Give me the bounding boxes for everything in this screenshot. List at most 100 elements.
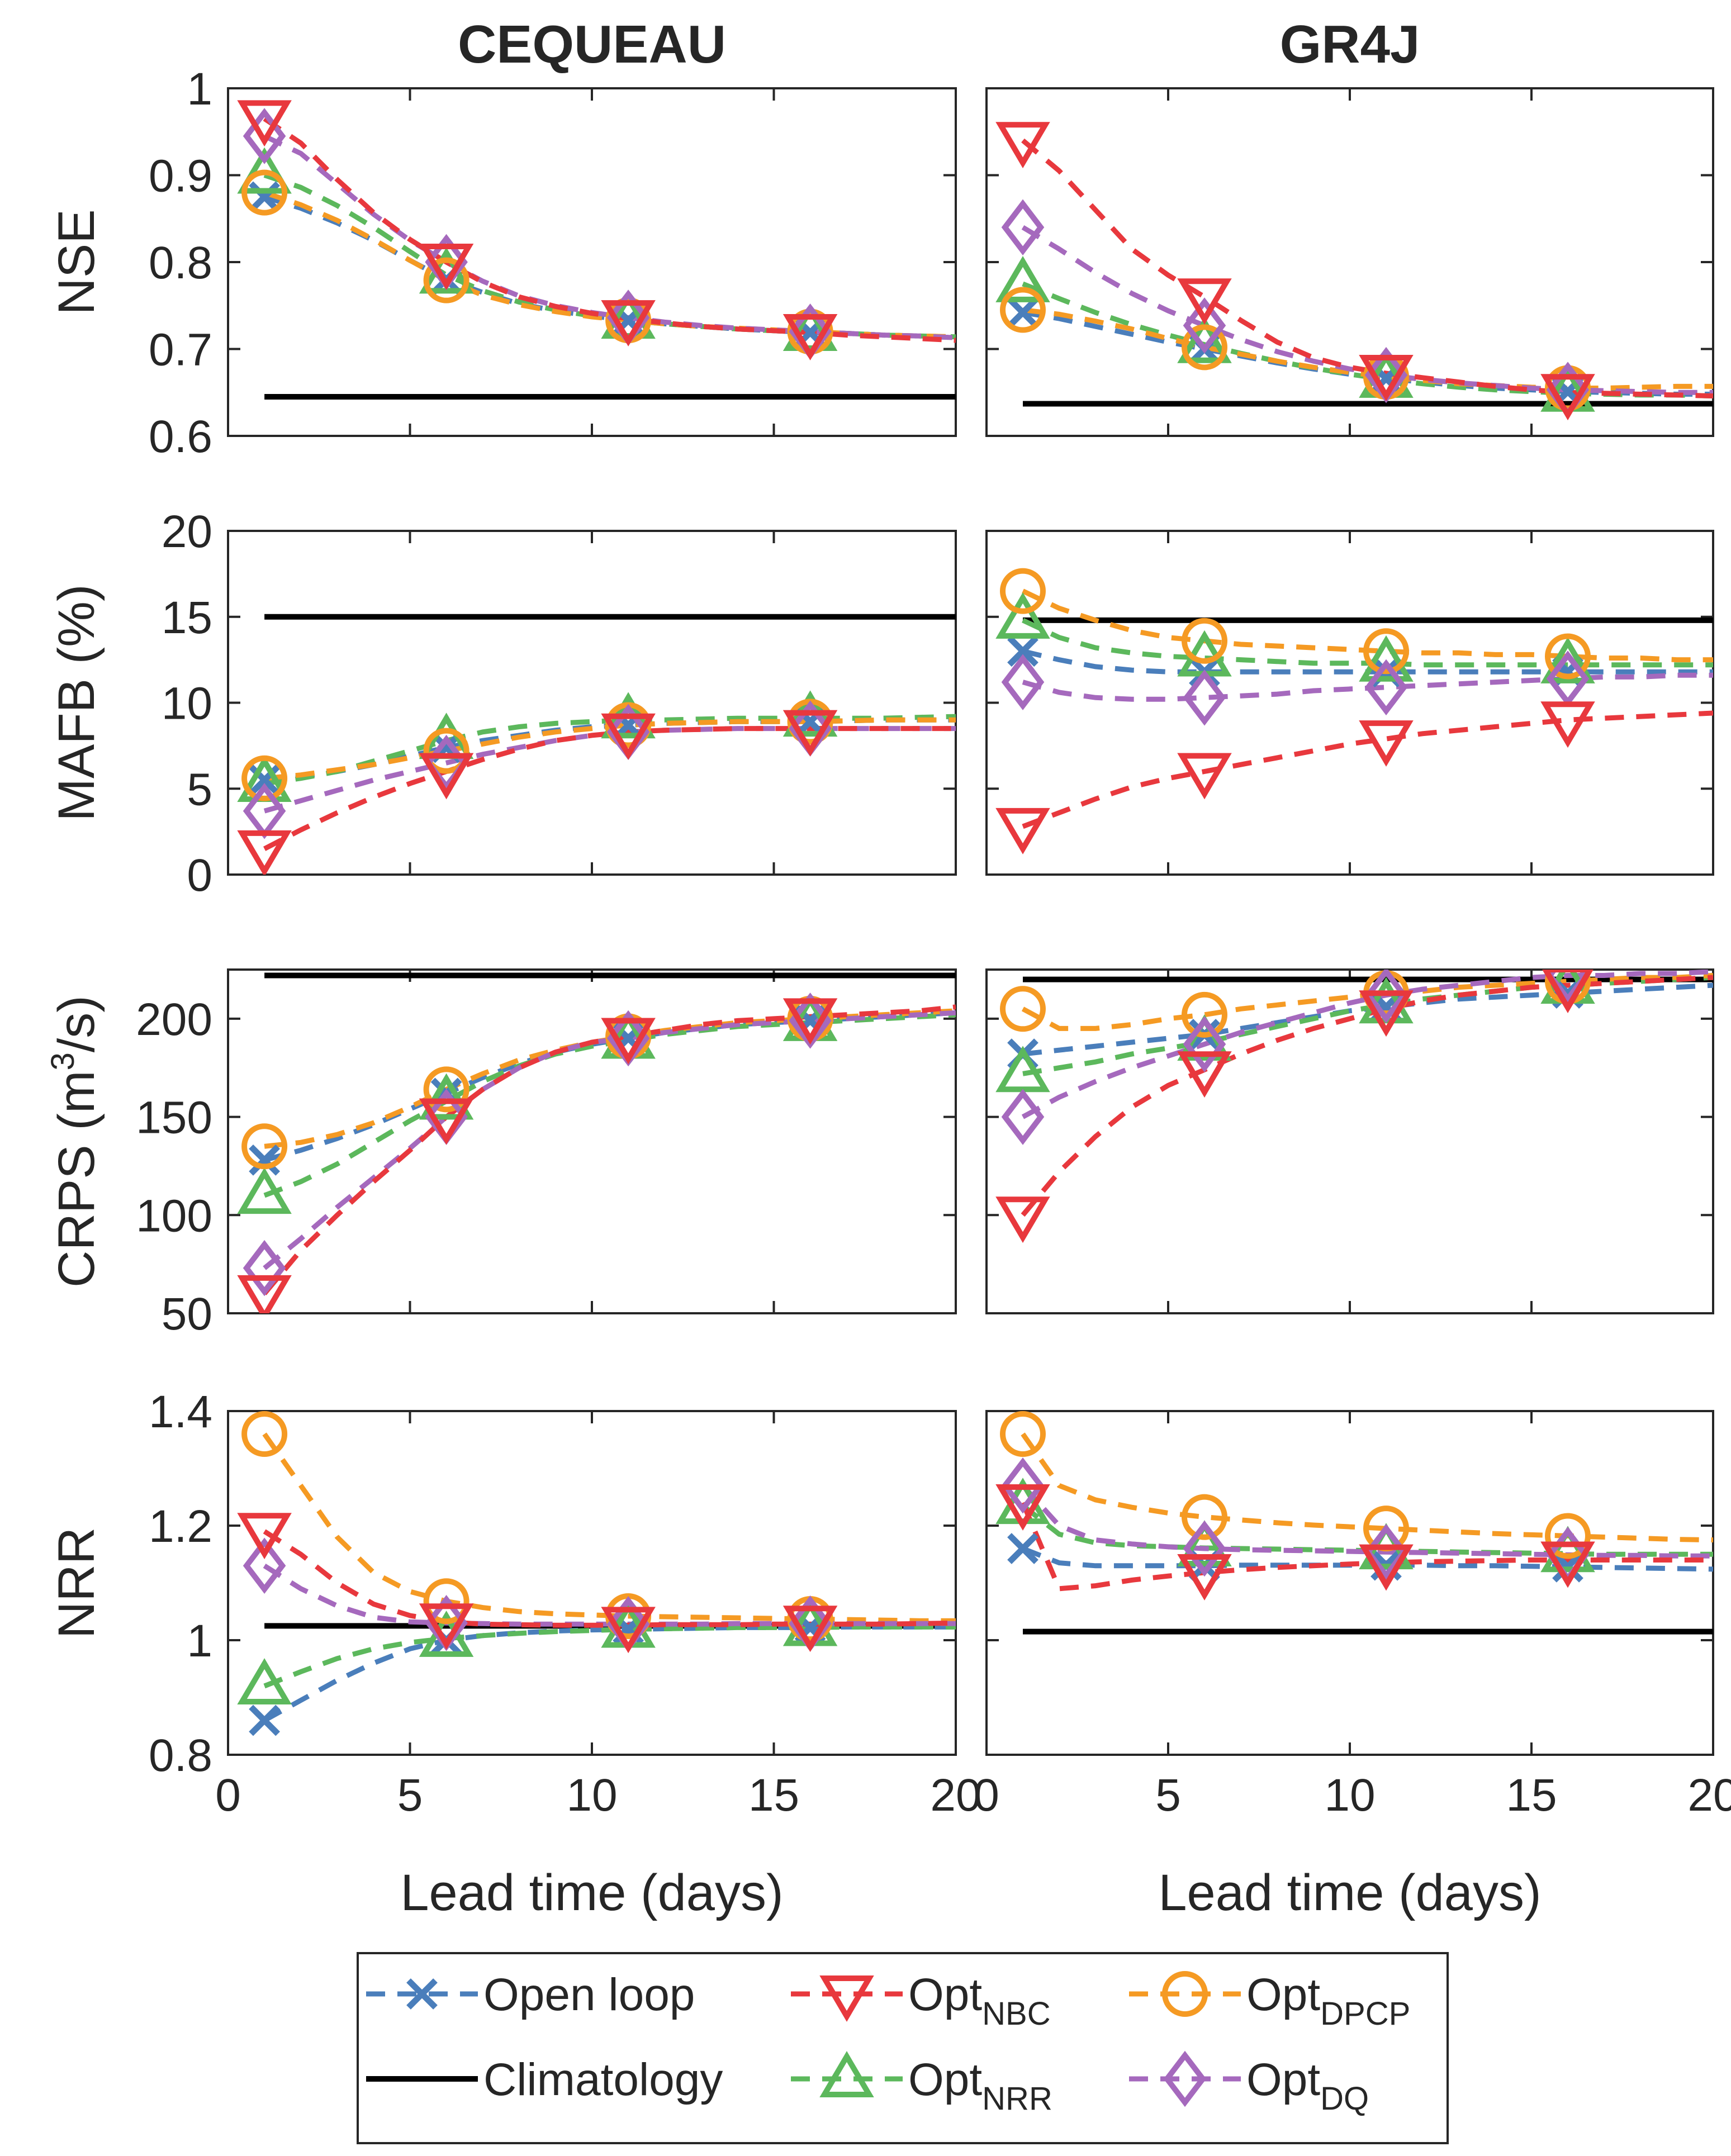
- x-tick-label: 15: [748, 1770, 799, 1821]
- legend-entry-climatology: Climatology: [366, 2054, 723, 2105]
- marker-opt_dq: [1364, 970, 1408, 1023]
- legend-label-main: Opt: [1246, 1969, 1320, 2020]
- y-axis-label-end: /s): [48, 995, 105, 1052]
- marker-opt_dpcp: [1000, 568, 1046, 614]
- legend-label: Climatology: [483, 2054, 723, 2105]
- y-tick-label: 5: [187, 764, 212, 815]
- marker-opt_nrr: [419, 1073, 474, 1120]
- column-title-gr4j: GR4J: [1280, 15, 1420, 74]
- marker-opt_dq: [1183, 1520, 1226, 1577]
- marker-opt_nbc: [1359, 1544, 1414, 1591]
- marker-opt_nbc: [237, 1513, 292, 1560]
- axes-frame: [985, 530, 1714, 876]
- x-axis-label: Lead time (days): [400, 1864, 783, 1921]
- marker-opt_nbc: [1540, 701, 1595, 748]
- legend-entry-opt_nbc: OptNBC: [791, 1969, 1051, 2032]
- y-axis-label-nse: NSE: [48, 209, 105, 315]
- panel-cequeau-nrr: 0 5 10 15 20 0.8 1 1.2 1.4: [149, 1386, 981, 1821]
- y-axis-label-main: CRPS (m: [48, 1071, 105, 1288]
- y-axis-label-crps: CRPS (m3/s): [45, 995, 105, 1288]
- x-tick-label: 0: [974, 1770, 999, 1821]
- marker-opt_dpcp: [423, 257, 469, 303]
- marker-opt_dq: [1001, 199, 1045, 256]
- y-axis-label-sup: 3: [45, 1052, 81, 1070]
- marker-opt_nrr: [237, 1658, 292, 1704]
- axes-frame: [227, 1410, 957, 1756]
- marker-opt_dpcp: [1182, 618, 1227, 664]
- marker-opt_dpcp: [1182, 991, 1227, 1038]
- marker-opt_nbc: [1177, 278, 1232, 325]
- marker-opt_nrr: [237, 1167, 292, 1214]
- x-tick-label: 20: [1687, 1770, 1731, 1821]
- marker-opt_nbc: [237, 830, 292, 875]
- marker-opt_nbc: [782, 1606, 838, 1652]
- legend-label: OptNBC: [908, 1969, 1051, 2032]
- marker-opt_dpcp: [423, 1066, 469, 1113]
- marker-opt_nbc: [782, 998, 838, 1045]
- column-title-cequeau: CEQUEAU: [458, 15, 726, 74]
- marker-open_loop: [1007, 1533, 1038, 1564]
- marker-opt_nrr: [1177, 1520, 1232, 1566]
- series-line-opt_dq: [1021, 970, 1713, 1119]
- y-tick-label: 150: [136, 1093, 212, 1143]
- series-line-opt_nbc: [262, 1004, 956, 1295]
- marker-opt_nbc: [1177, 753, 1232, 800]
- legend-marker-opt_dpcp: [1162, 1971, 1208, 2017]
- y-tick-label: 1.2: [149, 1501, 212, 1552]
- x-tick-label: 10: [1324, 1770, 1375, 1821]
- marker-opt_nbc: [995, 1484, 1050, 1531]
- panel-cequeau-crps: 50 100 150 200: [136, 968, 957, 1340]
- marker-opt_dpcp: [241, 1411, 288, 1457]
- marker-opt_dq: [243, 1240, 286, 1297]
- marker-opt_dpcp: [241, 1123, 288, 1170]
- marker-opt_nbc: [1177, 1554, 1232, 1601]
- marker-opt_nbc: [1540, 374, 1595, 421]
- panel-cequeau-mafb: 0 5 10 15 20: [162, 506, 957, 901]
- legend-marker-opt_nrr: [819, 2051, 874, 2097]
- marker-opt_nbc: [782, 710, 838, 757]
- marker-opt_nbc: [601, 1607, 656, 1654]
- plot-area: [237, 614, 956, 875]
- legend-label: OptNRR: [908, 2054, 1052, 2117]
- y-tick-label: 100: [136, 1190, 212, 1241]
- legend-marker-opt_nbc: [819, 1975, 874, 2022]
- legend-entry-open_loop: Open loop: [366, 1969, 695, 2020]
- marker-opt_dq: [1364, 1523, 1408, 1580]
- marker-opt_dpcp: [1545, 633, 1591, 680]
- plot-area: [237, 972, 956, 1313]
- marker-opt_nbc: [995, 808, 1050, 854]
- marker-opt_dpcp: [1545, 1513, 1591, 1559]
- legend-entry-opt_dpcp: OptDPCP: [1129, 1969, 1410, 2032]
- panel-gr4j-nse: [985, 87, 1714, 437]
- marker-open_loop: [249, 181, 280, 213]
- marker-opt_nbc: [237, 100, 292, 147]
- y-tick-label: 1: [187, 64, 212, 115]
- marker-opt_nbc: [237, 1275, 292, 1313]
- y-tick-label: 0.8: [149, 238, 212, 288]
- marker-opt_nbc: [419, 1603, 474, 1650]
- x-axis-label: Lead time (days): [1158, 1864, 1541, 1921]
- marker-open_loop: [249, 1144, 280, 1176]
- marker-opt_nrr: [995, 592, 1050, 639]
- marker-opt_nbc: [1542, 970, 1594, 1013]
- marker-opt_dpcp: [1182, 324, 1227, 371]
- series-line-opt_dpcp: [262, 1432, 956, 1623]
- marker-opt_dpcp: [241, 169, 288, 216]
- marker-opt_nbc: [419, 244, 474, 290]
- legend-label-sub: NRR: [982, 2081, 1052, 2117]
- marker-opt_nbc: [419, 753, 474, 800]
- plot-area: [237, 100, 956, 400]
- legend-label-main: Opt: [1246, 2054, 1320, 2105]
- plot-area: [237, 1411, 956, 1736]
- marker-opt_nbc: [782, 314, 838, 360]
- marker-opt_nbc: [1540, 1541, 1595, 1588]
- legend-label-main: Climatology: [483, 2054, 723, 2105]
- marker-opt_nbc: [1359, 990, 1414, 1037]
- x-tick-label: 0: [215, 1770, 241, 1821]
- marker-opt_nbc: [1177, 1051, 1232, 1098]
- series-line-opt_nbc: [263, 116, 956, 343]
- marker-opt_nbc: [995, 122, 1050, 169]
- legend-label: OptDPCP: [1246, 1969, 1410, 2032]
- panel-gr4j-nrr: 0 5 10 15 20: [974, 1410, 1731, 1821]
